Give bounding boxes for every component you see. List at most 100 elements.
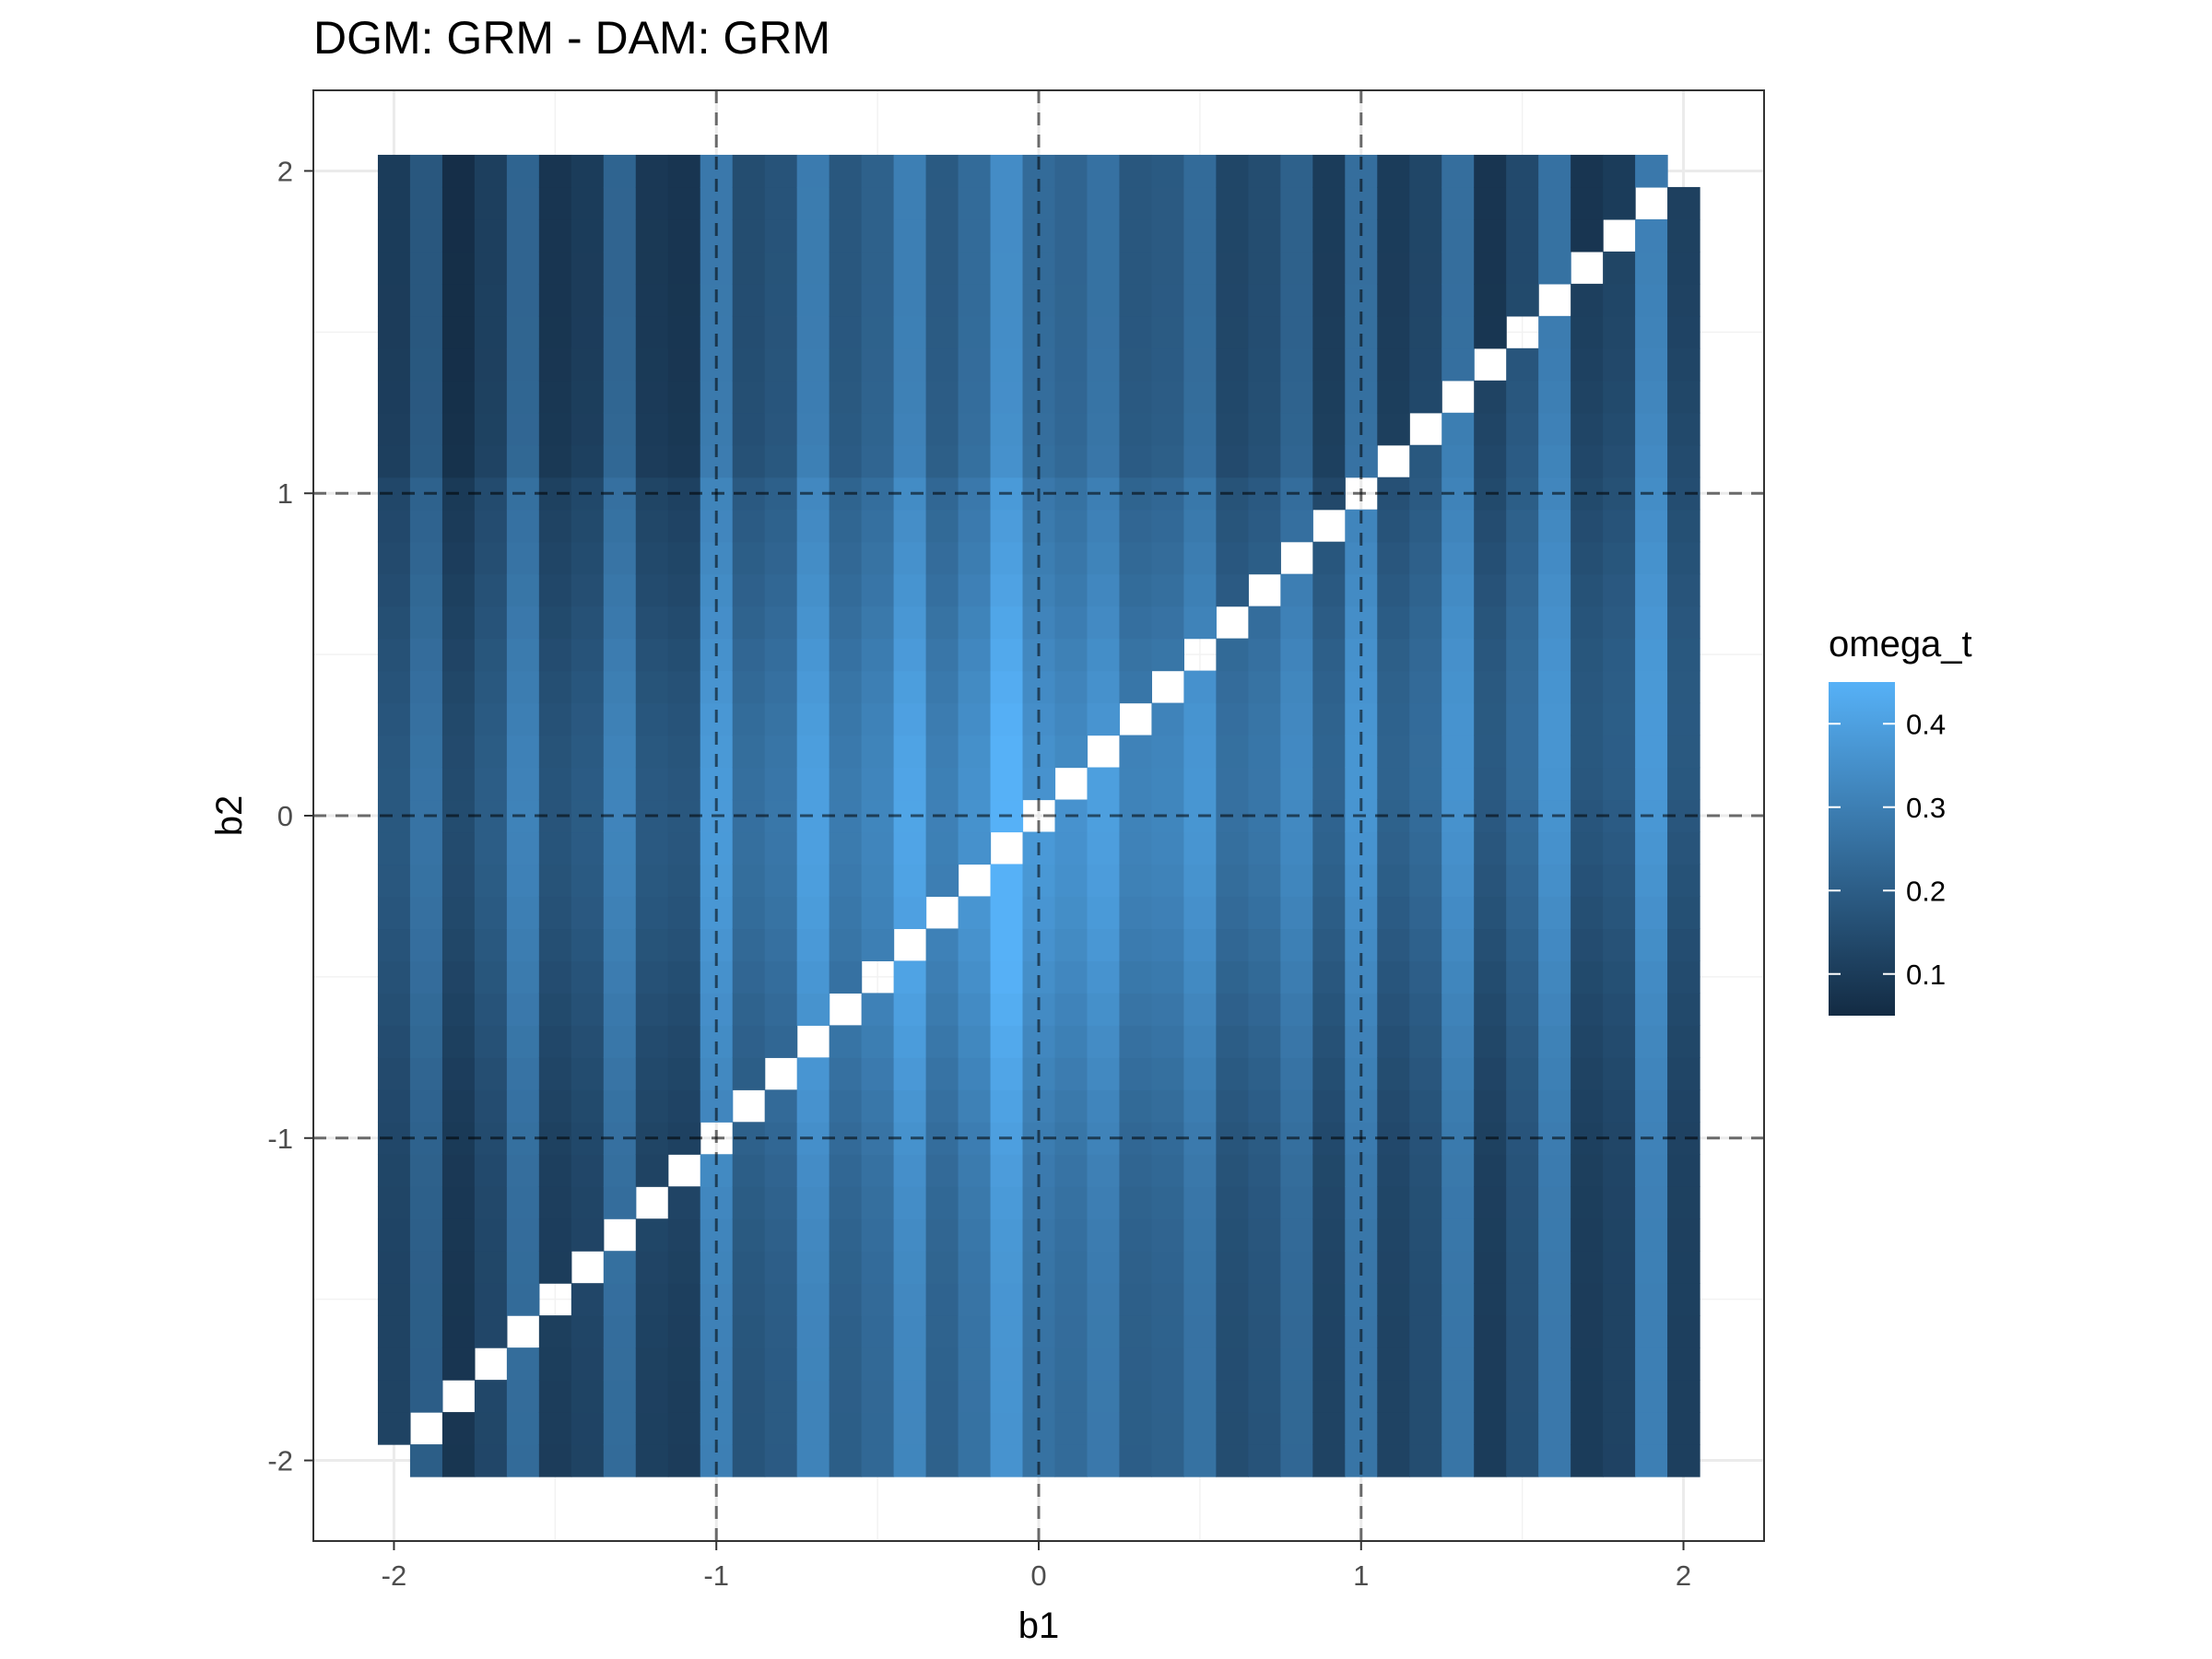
legend-tick-label: 0.4 [1906, 708, 1946, 740]
heatmap-cell [1538, 928, 1571, 961]
heatmap-cell [1409, 702, 1442, 736]
heatmap-cell [1538, 1251, 1571, 1284]
heatmap-cell [732, 412, 766, 446]
heatmap-cell [571, 831, 605, 865]
heatmap-cell [732, 283, 766, 317]
heatmap-cell [538, 1089, 572, 1123]
heatmap-cell [635, 670, 669, 704]
heatmap-cell [1280, 735, 1313, 769]
heatmap-cell [409, 1218, 443, 1252]
heatmap-cell [893, 1218, 927, 1252]
heatmap-cell [1571, 444, 1604, 478]
heatmap-cell [1119, 638, 1153, 672]
heatmap-cell [441, 186, 476, 220]
heatmap-cell [829, 1412, 863, 1445]
heatmap-cell [1248, 767, 1281, 801]
heatmap-cell [1377, 380, 1410, 414]
heatmap-cell [377, 1186, 411, 1219]
heatmap-cell [732, 1444, 766, 1477]
heatmap-cell [829, 541, 863, 575]
heatmap-cell [1603, 1315, 1636, 1348]
heatmap-cell [538, 1380, 572, 1413]
x-axis-ticks: -2 -1 0 1 2 [382, 1541, 1691, 1592]
heatmap-cell [603, 735, 637, 769]
heatmap-cell [506, 638, 540, 672]
heatmap-cell [925, 380, 959, 414]
heatmap-cell [1248, 1315, 1281, 1348]
heatmap-cell [377, 735, 411, 769]
heatmap-cell [1119, 1283, 1153, 1316]
heatmap-cell [1087, 315, 1121, 349]
heatmap-cell [571, 1089, 605, 1123]
heatmap-cell [1538, 509, 1571, 543]
heatmap-cell [377, 670, 411, 704]
heatmap-cell [1667, 1218, 1700, 1252]
heatmap-cell [409, 1444, 443, 1477]
heatmap-cell [1151, 1347, 1184, 1381]
heatmap-cell [1119, 735, 1153, 769]
heatmap-cell [441, 347, 476, 382]
heatmap-cell [1054, 1186, 1088, 1219]
heatmap-cell [409, 154, 443, 188]
heatmap-cell [1248, 1347, 1281, 1381]
heatmap-cell [1441, 444, 1475, 478]
heatmap-cell [893, 1251, 927, 1284]
heatmap-cell [1538, 1057, 1571, 1090]
heatmap-cell [1571, 1444, 1604, 1477]
heatmap-cell [1441, 509, 1475, 543]
heatmap-cell [764, 444, 798, 478]
heatmap-cell [1087, 960, 1121, 994]
heatmap-cell [796, 573, 830, 607]
heatmap-cell [1377, 606, 1410, 640]
y-tick-label: 1 [277, 477, 293, 510]
heatmap-cell [1538, 1347, 1571, 1381]
heatmap-cell [635, 735, 669, 769]
heatmap-cell [861, 1412, 895, 1445]
heatmap-cell [732, 831, 766, 865]
heatmap-cell [603, 509, 637, 543]
heatmap-cell [409, 928, 443, 961]
heatmap-cell [1506, 283, 1539, 317]
heatmap-cell [1409, 767, 1442, 801]
heatmap-cell [1635, 251, 1668, 285]
heatmap-cell [1603, 509, 1636, 543]
heatmap-cell [925, 1025, 959, 1058]
heatmap-cell [1409, 1057, 1442, 1090]
heatmap-cell [1635, 541, 1668, 575]
heatmap-cell [1635, 218, 1668, 253]
heatmap-cell [1151, 380, 1184, 414]
heatmap-cell [667, 1315, 701, 1348]
heatmap-cell [1183, 702, 1217, 736]
heatmap-cell [409, 1315, 443, 1348]
heatmap-cell [925, 1089, 959, 1123]
heatmap-cell [409, 509, 443, 543]
heatmap-cell [1216, 1186, 1249, 1219]
heatmap-cell [796, 993, 830, 1026]
heatmap-cell [1538, 606, 1571, 640]
heatmap-cell [1409, 638, 1442, 672]
heatmap-cell [1538, 864, 1571, 898]
heatmap-cell [506, 573, 540, 607]
heatmap-cell [571, 315, 605, 349]
heatmap-cell [958, 1057, 992, 1090]
heatmap-cell [538, 283, 572, 317]
heatmap-cell [1441, 928, 1475, 961]
heatmap-cell [1474, 1251, 1507, 1284]
heatmap-cell [1119, 218, 1153, 253]
heatmap-cell [667, 1283, 701, 1316]
heatmap-cell [571, 1444, 605, 1477]
heatmap-cell [1603, 154, 1636, 188]
heatmap-cell [1506, 154, 1539, 188]
heatmap-cell [1506, 1315, 1539, 1348]
heatmap-cell [603, 606, 637, 640]
heatmap-cell [925, 606, 959, 640]
heatmap-cell [990, 864, 1024, 898]
legend-title: omega_t [1829, 624, 1972, 665]
heatmap-cell [1409, 154, 1442, 188]
heatmap-cell [603, 347, 637, 382]
heatmap-cell [1441, 638, 1475, 672]
heatmap-cell [1635, 1315, 1668, 1348]
heatmap-cell [409, 412, 443, 446]
heatmap-cell [571, 218, 605, 253]
heatmap-cell [796, 218, 830, 253]
